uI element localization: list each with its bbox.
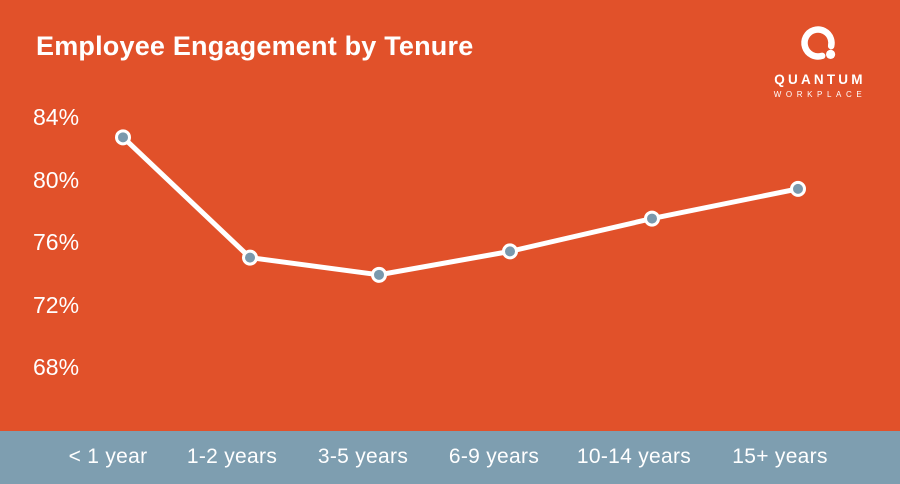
data-point-10-14-years	[644, 210, 660, 227]
x-axis-label: < 1 year	[68, 445, 148, 468]
quantum-workplace-logo: QUANTUM WORKPLACE	[762, 20, 878, 99]
y-tick-label: 76%	[33, 229, 80, 255]
data-point--1-year	[115, 129, 131, 146]
x-axis-label: 1-2 years	[186, 445, 278, 468]
data-point-6-9-years	[502, 243, 518, 260]
chart-title: Employee Engagement by Tenure	[36, 31, 474, 61]
quantum-q-icon	[801, 26, 836, 60]
x-axis-label: 6-9 years	[448, 445, 540, 468]
x-axis-label: 3-5 years	[317, 445, 409, 468]
x-axis-band: < 1 year 1-2 years 3-5 years 6-9 years 10-14…	[0, 431, 900, 484]
y-tick-label: 72%	[33, 291, 80, 318]
logo-name: QUANTUM	[774, 72, 866, 87]
engagement-line	[120, 134, 801, 278]
y-tick-label: 80%	[33, 166, 80, 193]
data-point-15+-years	[790, 180, 806, 197]
logo-subtitle: WORKPLACE	[773, 90, 867, 99]
y-tick-label: 68%	[33, 354, 80, 380]
x-axis-label: 10-14 years	[576, 445, 692, 468]
data-point-3-5-years	[371, 266, 387, 283]
x-axis-label: 15+ years	[732, 445, 828, 468]
data-point-1-2-years	[242, 249, 258, 266]
y-tick-label: 84%	[33, 104, 80, 130]
